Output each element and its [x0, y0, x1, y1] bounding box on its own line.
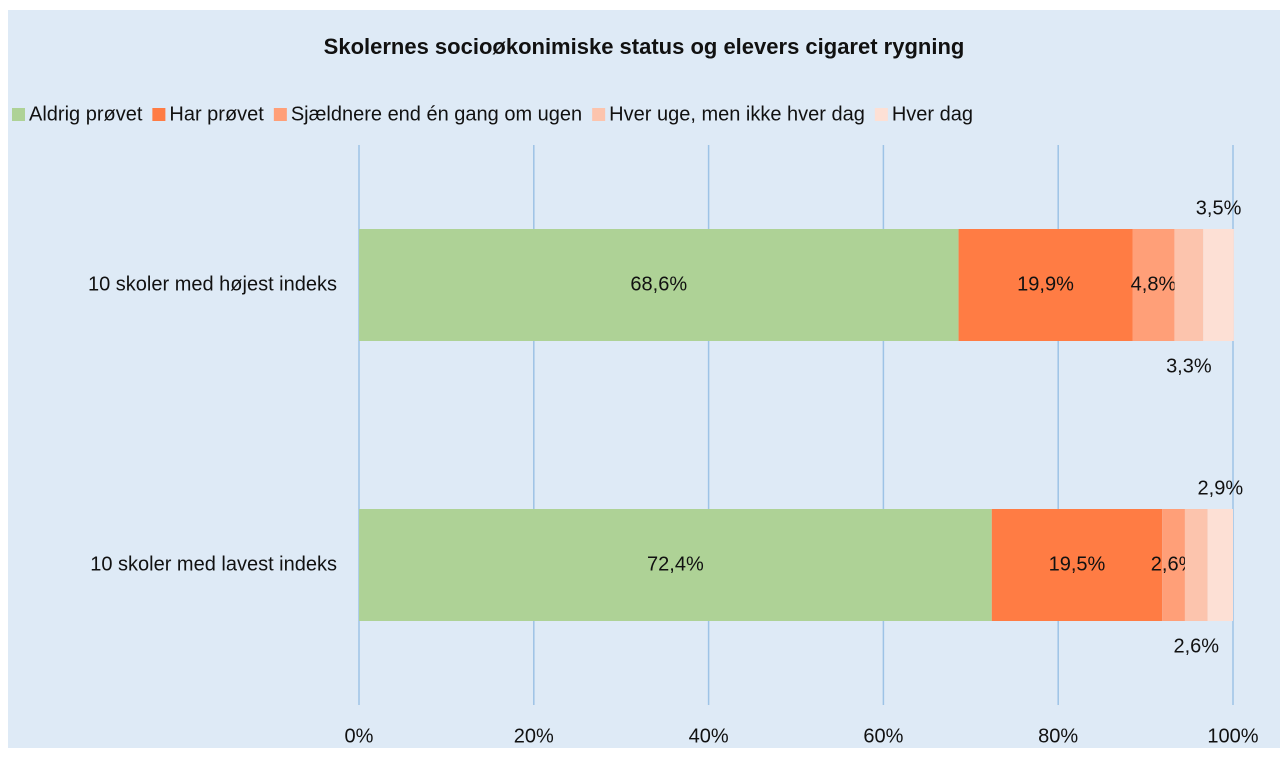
legend-label: Hver uge, men ikke hver dag	[609, 103, 865, 125]
data-label: 68,6%	[630, 273, 687, 295]
legend-swatch	[12, 108, 25, 121]
bar-segment	[359, 229, 959, 341]
bar-segment	[1207, 509, 1233, 621]
legend-swatch	[273, 108, 287, 121]
y-tick-label: 10 skoler med højest indeks	[88, 273, 337, 295]
x-tick-label: 40%	[689, 725, 729, 747]
data-label: 4,8%	[1131, 273, 1177, 295]
bar-segment	[1132, 229, 1175, 341]
data-label: 19,5%	[1049, 553, 1106, 575]
data-label: 2,6%	[1173, 635, 1219, 657]
x-tick-label: 20%	[514, 725, 554, 747]
bar-segment	[1203, 229, 1234, 341]
data-label: 3,3%	[1166, 355, 1212, 377]
data-label: 2,9%	[1198, 477, 1244, 499]
bar-segment	[1174, 229, 1204, 341]
legend-label: Sjældnere end én gang om ugen	[291, 103, 582, 125]
bar-segment	[1162, 509, 1185, 621]
chart-title: Skolernes socioøkonimiske status og elev…	[324, 34, 965, 59]
x-tick-label: 60%	[863, 725, 903, 747]
legend-label: Aldrig prøvet	[29, 103, 143, 125]
y-tick-label: 10 skoler med lavest indeks	[90, 553, 337, 575]
x-tick-label: 100%	[1207, 725, 1258, 747]
chart-background	[8, 10, 1280, 748]
legend-swatch	[592, 108, 606, 121]
x-tick-label: 0%	[345, 725, 374, 747]
legend-swatch	[874, 108, 888, 121]
legend-swatch	[152, 108, 166, 121]
data-label: 3,5%	[1196, 197, 1242, 219]
bar-segment	[991, 509, 1163, 621]
bar-segment	[359, 509, 992, 621]
legend-label: Hver dag	[892, 103, 973, 125]
bar-segment	[1184, 509, 1208, 621]
bar-segment	[958, 229, 1133, 341]
x-tick-label: 80%	[1038, 725, 1078, 747]
data-label: 19,9%	[1017, 273, 1074, 295]
legend-label: Har prøvet	[169, 103, 264, 125]
data-label: 72,4%	[647, 553, 704, 575]
